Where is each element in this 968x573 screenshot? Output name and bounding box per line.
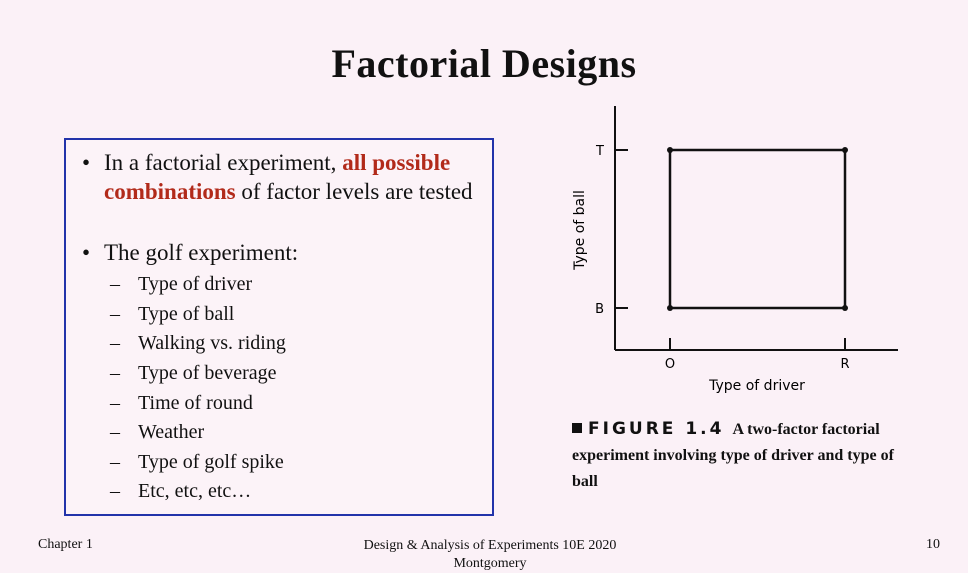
sub-item: – Type of ball [110,303,235,325]
sub-item: – Time of round [110,392,253,414]
y-axis-label: Type of ball [572,190,588,271]
dash-icon: – [110,273,120,295]
x-axis-label: Type of driver [708,378,805,394]
dash-icon: – [110,362,120,384]
bullet-text-before: In a factorial experiment, [104,150,343,175]
dash-icon: – [110,303,120,325]
x-level-r: R [840,357,849,372]
sub-item: – Type of driver [110,273,253,295]
footer-center: Design & Analysis of Experiments 10E 202… [290,537,690,573]
design-point [842,147,848,153]
bullet-text-emphasis: all possible combinations [104,150,451,204]
footer-chapter: Chapter 1 [38,537,93,552]
page-number: 10 [926,537,940,552]
bullet-item-golf: • The golf experiment: [78,238,478,267]
y-level-t: T [595,144,604,159]
sub-item: – Etc, etc, etc… [110,480,252,502]
y-level-b: B [595,302,604,317]
sub-item: – Weather [110,421,205,443]
bullet-dot-icon: • [82,150,91,175]
dash-icon: – [110,480,120,502]
design-point [667,147,673,153]
caption-square-icon [572,423,582,433]
sub-item: – Walking vs. riding [110,332,286,354]
footer-book-title: Design & Analysis of Experiments 10E 202… [363,538,617,553]
design-point [667,305,673,311]
slide-title: Factorial Designs [331,41,637,86]
dash-icon: – [110,421,120,443]
bullet-dot-icon: • [82,240,91,265]
bullet-box: • In a factorial experiment, all possibl… [64,138,494,516]
caption-label: FIGURE 1.4 [588,419,725,439]
sub-item: – Type of golf spike [110,451,284,473]
x-level-o: O [665,357,675,372]
bullet-text-after: of factor levels are tested [235,179,473,204]
bullet-text: The golf experiment: [104,240,299,265]
design-point [842,305,848,311]
sub-item: – Type of beverage [110,362,277,384]
bullet-item-factorial: • In a factorial experiment, all possibl… [78,148,478,206]
dash-icon: – [110,332,120,354]
dash-icon: – [110,451,120,473]
dash-icon: – [110,392,120,414]
footer-author: Montgomery [453,556,527,571]
design-square [668,148,847,310]
factorial-figure: T B O R Type of driver Type of ball [572,106,898,394]
figure-caption: FIGURE 1.4 A two-factor factorial experi… [572,416,902,495]
caption-text: A two-factor factorial experiment involv… [572,421,894,490]
